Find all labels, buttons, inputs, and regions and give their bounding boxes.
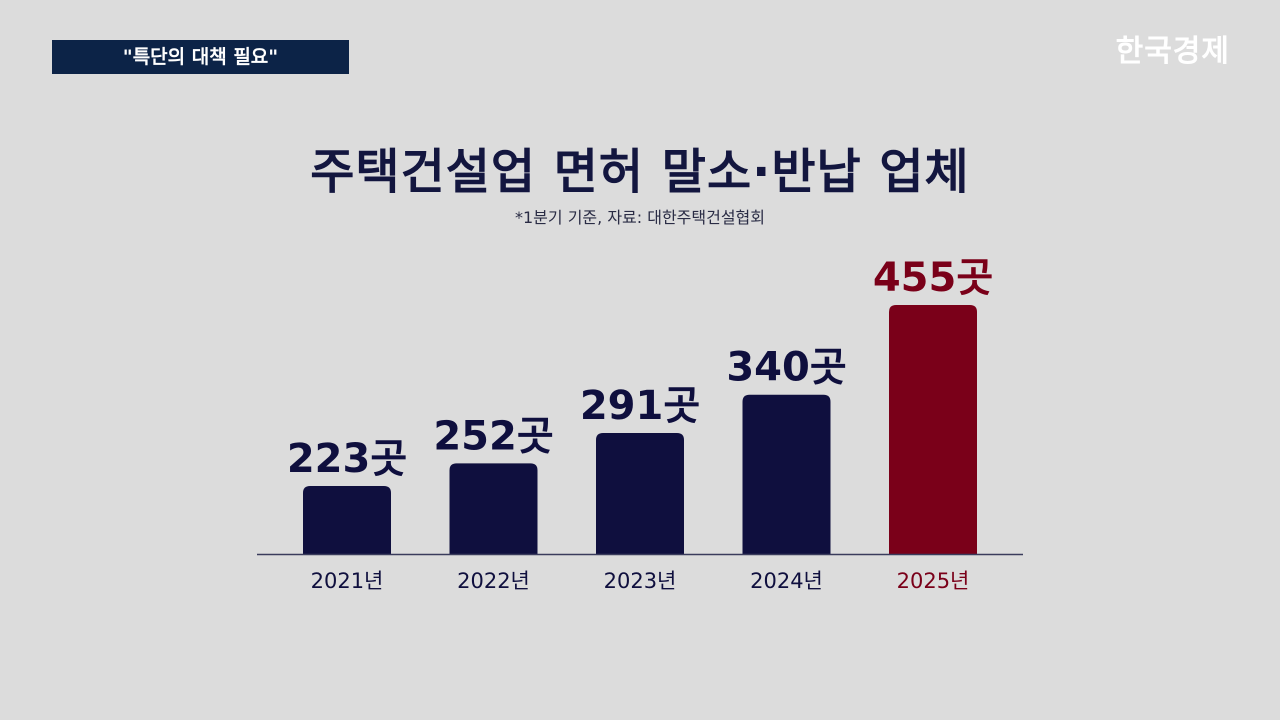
broadcaster-logo: 한국경제 (1115, 34, 1230, 69)
x-tick-label: 2021년 (311, 569, 384, 593)
x-tick-label: 2023년 (604, 569, 677, 593)
tick-labels-group: 2021년 2022년 2023년 2024년 2025년 (311, 569, 970, 593)
bar-2024년 (742, 394, 831, 554)
value-label: 252곳 (433, 413, 553, 459)
value-labels-group: 223곳 252곳 291곳 340곳 455곳 (287, 255, 993, 482)
chart-subtitle: *1분기 기준, 자료: 대한주택건설협회 (515, 208, 765, 227)
x-tick-label: 2025년 (897, 569, 970, 593)
value-label: 455곳 (873, 255, 993, 301)
value-label: 340곳 (726, 345, 846, 391)
chart-title: 주택건설업 면허 말소·반납 업체 (310, 144, 970, 200)
bar-2023년 (596, 432, 684, 554)
bars-group (303, 305, 977, 554)
x-tick-label: 2024년 (750, 569, 823, 593)
x-tick-label: 2022년 (457, 569, 530, 593)
value-label: 223곳 (287, 436, 407, 482)
bar-2025년 (889, 305, 977, 554)
bar-2022년 (449, 463, 538, 554)
headline-tag: "특단의 대책 필요" (52, 40, 349, 74)
value-label: 291곳 (580, 383, 700, 429)
bar-2021년 (303, 486, 391, 554)
